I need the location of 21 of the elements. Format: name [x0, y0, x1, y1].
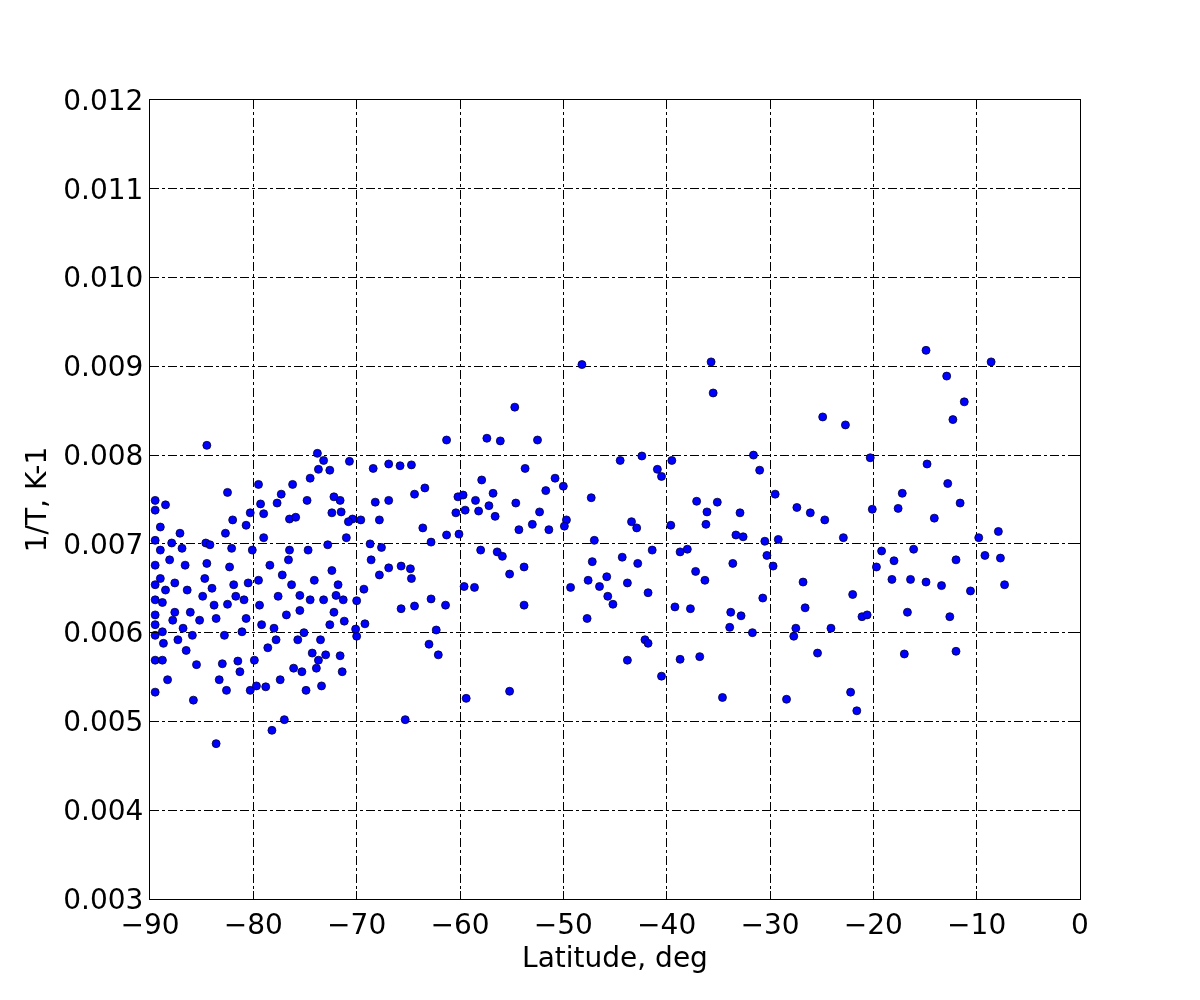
y-tick-label: 0.005: [63, 705, 144, 739]
x-tick-label: 0: [1071, 907, 1089, 941]
y-tick-label: 0.007: [63, 527, 144, 561]
x-tick-label: −80: [223, 907, 283, 941]
y-tick-label: 0.011: [63, 172, 144, 206]
y-tick-label: 0.006: [63, 616, 144, 650]
x-axis-title: Latitude, deg: [522, 940, 708, 974]
x-tick-label: −60: [430, 907, 490, 941]
y-tick-label: 0.003: [63, 882, 144, 916]
y-tick-label: 0.012: [63, 83, 144, 117]
x-tick-label: −30: [740, 907, 800, 941]
y-tick-label: 0.009: [63, 350, 144, 384]
y-axis-title: 1/T, K-1: [19, 446, 53, 553]
x-tick-label: −50: [533, 907, 593, 941]
x-tick-label: −20: [843, 907, 903, 941]
x-tick-label: −40: [637, 907, 697, 941]
x-tick-label: −10: [947, 907, 1007, 941]
x-tick-label: −70: [327, 907, 387, 941]
y-tick-label: 0.004: [63, 794, 144, 828]
y-tick-label: 0.008: [63, 438, 144, 472]
y-tick-label: 0.010: [63, 261, 144, 295]
